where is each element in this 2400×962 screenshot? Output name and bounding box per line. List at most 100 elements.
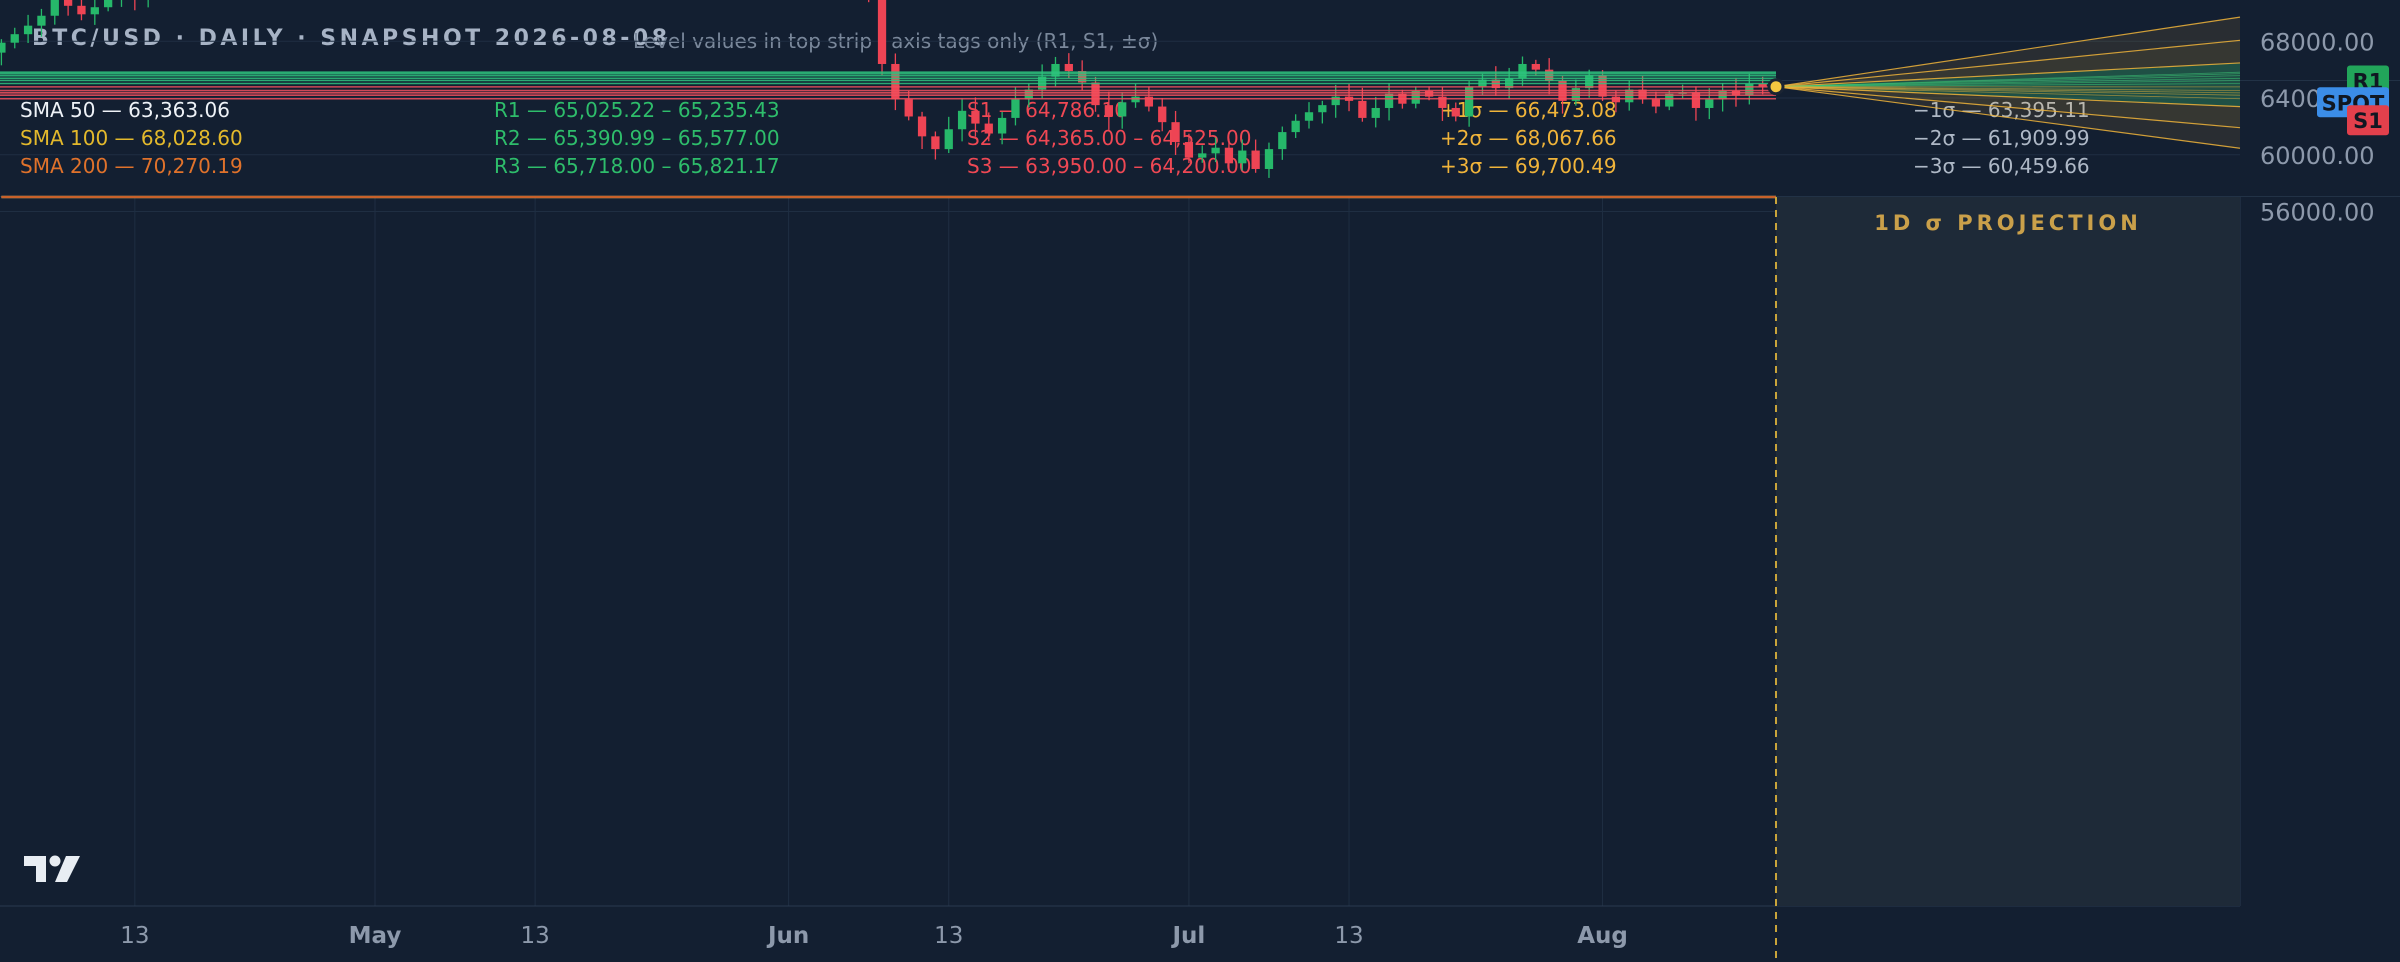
- candle-body: [50, 0, 59, 16]
- candle-body: [1291, 120, 1300, 133]
- candle-body: [891, 63, 900, 100]
- time-tick-label: Jul: [1171, 923, 1206, 949]
- minus-2-sigma-legend: −2σ — 61,909.99: [1913, 126, 2090, 150]
- tradingview-logo: [24, 855, 80, 882]
- candle-body: [944, 129, 953, 150]
- candle-body: [1251, 150, 1260, 169]
- candle-body: [1451, 107, 1460, 117]
- candle-body: [1464, 86, 1474, 117]
- candle-body: [1758, 83, 1767, 87]
- candle-body: [957, 110, 967, 130]
- sigma-ray: [1775, 86, 2241, 149]
- support-resistance-levels: [0, 71, 1776, 100]
- candle-body: [877, 0, 887, 64]
- sigma-ray: [1775, 86, 2241, 108]
- title-bar: BTC/USD · DAILY · SNAPSHOT 2026-08-08 Le…: [0, 0, 2400, 81]
- candle-body: [1184, 142, 1194, 158]
- candle-body: [1278, 132, 1287, 150]
- r1-legend: R1 — 65,025.22 – 65,235.43: [494, 98, 780, 122]
- time-tick-label: Aug: [1577, 923, 1628, 949]
- sigma-projection-cones: [1775, 16, 2241, 149]
- level-legend-strip: SMA 50 — 63,363.06 SMA 100 — 68,028.60 S…: [0, 81, 2400, 197]
- candle-body: [1411, 90, 1420, 104]
- s1-tag-label: S1: [2353, 109, 2383, 133]
- candle-body: [1264, 149, 1274, 169]
- price-tick-label: 56000.00: [2260, 199, 2375, 227]
- sigma-ray: [1775, 86, 2241, 129]
- candle-body: [1318, 105, 1327, 113]
- level-ray: [1775, 75, 2241, 88]
- candle-body: [1691, 92, 1701, 108]
- candle-body: [1331, 96, 1340, 106]
- candle-body: [23, 25, 33, 35]
- candle-body: [1064, 63, 1073, 72]
- r3-legend: R3 — 65,718.00 – 65,821.17: [494, 154, 780, 178]
- candle-body: [984, 123, 993, 134]
- candle-body: [1078, 71, 1087, 83]
- projection-label: 1D σ PROJECTION: [1874, 211, 2142, 235]
- candle-body: [1118, 102, 1127, 117]
- projection-zone-background: [1776, 197, 2240, 906]
- candle-body: [997, 117, 1007, 134]
- candle-body: [1705, 99, 1714, 108]
- candle-body: [1224, 147, 1234, 164]
- sma50-legend: SMA 50 — 63,363.06: [20, 98, 230, 122]
- candle-body: [1304, 112, 1314, 121]
- time-tick-label: May: [349, 923, 402, 949]
- time-tick-label: 13: [934, 923, 963, 949]
- minus-3-sigma-legend: −3σ — 60,459.66: [1913, 154, 2090, 178]
- candle-body: [1144, 96, 1154, 107]
- candle-body: [1158, 106, 1167, 123]
- plus-2-sigma-legend: +2σ — 68,067.66: [1440, 126, 1617, 150]
- candle-body: [917, 116, 927, 137]
- candle-body: [1438, 96, 1447, 108]
- candle-body: [1531, 63, 1540, 70]
- candle-body: [1211, 147, 1220, 154]
- candle-body: [1424, 90, 1434, 97]
- sigma-ray: [1775, 39, 2241, 88]
- s3-legend: S3 — 63,950.00 – 64,200.00: [967, 154, 1252, 178]
- candle-body: [1198, 153, 1207, 158]
- candle-body: [1745, 83, 1754, 96]
- candle-body: [1651, 99, 1661, 107]
- candle-body: [37, 15, 46, 26]
- s1-tag-box: [2347, 105, 2389, 136]
- sigma-ray: [1775, 16, 2241, 88]
- candle-body: [1171, 122, 1180, 143]
- candle-body: [1585, 75, 1594, 89]
- s1-legend: S1 — 64,786.10: [967, 98, 1127, 122]
- support-legend-column: S1 — 64,786.10 S2 — 64,365.00 – 64,525.0…: [967, 96, 1251, 180]
- time-tick-label: 13: [1334, 923, 1363, 949]
- candle-body: [1091, 82, 1100, 106]
- candle-body: [1238, 150, 1247, 164]
- candle-body: [1518, 63, 1527, 79]
- candle-body: [1104, 105, 1113, 117]
- candle-body: [904, 99, 913, 117]
- resistance-legend-column: R1 — 65,025.22 – 65,235.43 R2 — 65,390.9…: [494, 96, 780, 180]
- candle-body: [1665, 93, 1674, 107]
- sigma-down-legend-column: −1σ — 63,395.11 −2σ — 61,909.99 −3σ — 60…: [1913, 96, 2090, 180]
- candle-body: [1371, 107, 1380, 118]
- chart-title: BTC/USD · DAILY · SNAPSHOT 2026-08-08: [32, 26, 671, 51]
- candle-body: [104, 0, 113, 8]
- spot-marker[interactable]: [1767, 78, 1785, 96]
- price-tick-label: 68000.00: [2260, 28, 2375, 56]
- level-ray: [1775, 86, 2241, 96]
- time-axis[interactable]: 13 May 13 Jun 13 Jul 13 Aug: [120, 923, 1628, 949]
- candle-body: [77, 5, 86, 15]
- level-ray: [1775, 80, 2241, 88]
- price-tick-label: 60000.00: [2260, 142, 2375, 170]
- candles[interactable]: [0, 0, 1781, 178]
- time-tick-label: 13: [120, 923, 149, 949]
- candle-body: [63, 0, 73, 6]
- r2-legend: R2 — 65,390.99 – 65,577.00: [494, 126, 780, 150]
- level-ray: [1775, 71, 2241, 88]
- candle-body: [931, 136, 940, 150]
- candle-body: [10, 34, 19, 43]
- sma-legend-column: SMA 50 — 63,363.06 SMA 100 — 68,028.60 S…: [20, 96, 243, 180]
- candle-body: [1598, 75, 1607, 97]
- sma100-legend: SMA 100 — 68,028.60: [20, 126, 243, 150]
- level-ray: [1775, 83, 2241, 88]
